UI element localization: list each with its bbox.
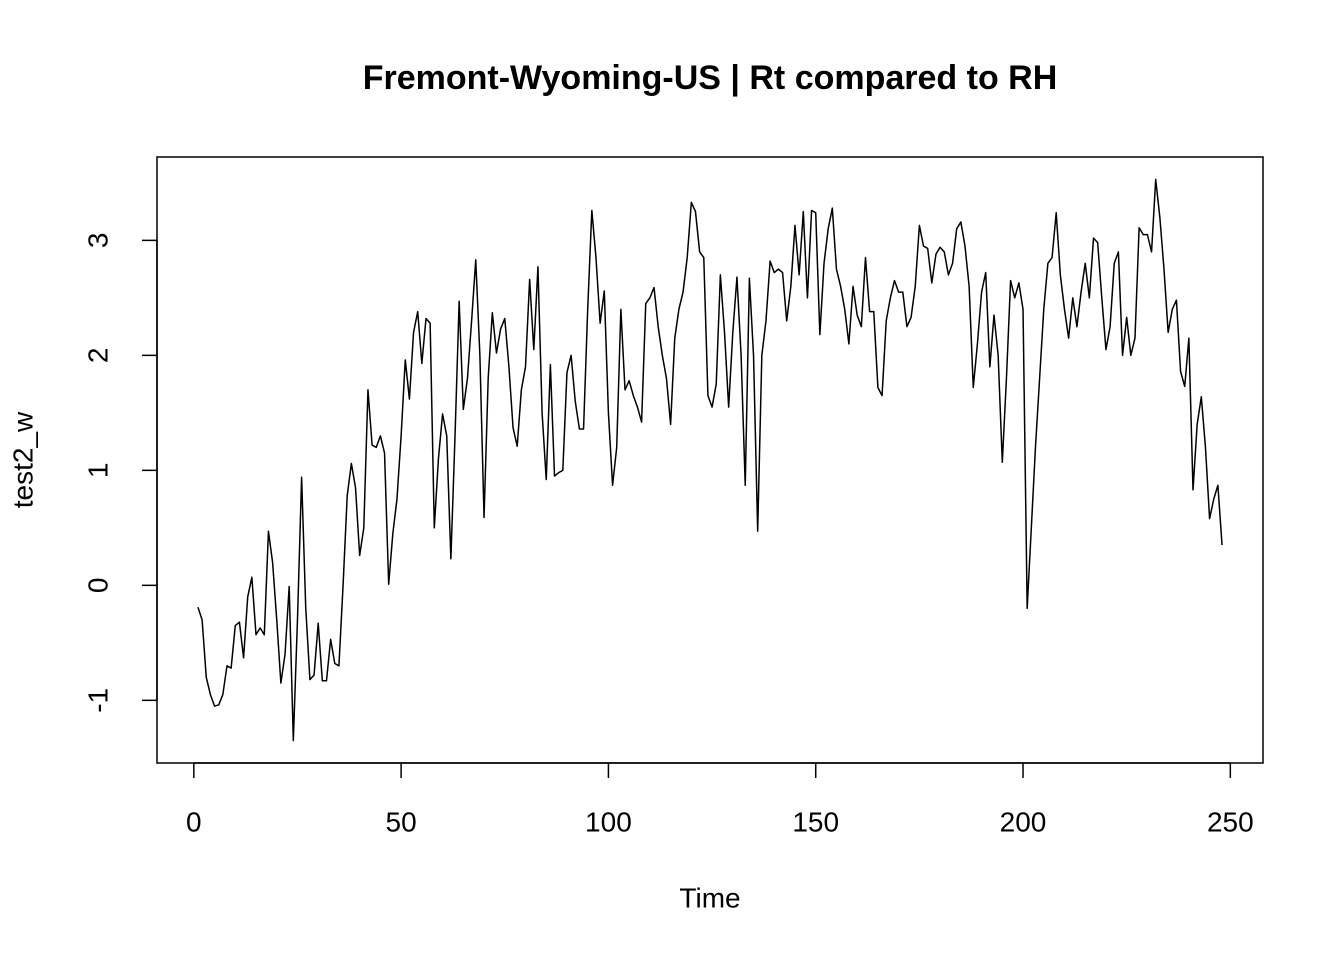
plot-frame — [156, 156, 1264, 764]
x-tick-label: 150 — [792, 806, 839, 837]
y-tick-label: 1 — [82, 463, 113, 479]
y-tick-label: 0 — [82, 578, 113, 594]
x-axis-label: Time — [679, 882, 740, 913]
y-tick-label: 3 — [82, 233, 113, 249]
x-tick-label: 50 — [386, 806, 417, 837]
x-tick-label: 200 — [1000, 806, 1047, 837]
series-line — [197, 178, 1223, 742]
x-tick-label: 250 — [1207, 806, 1254, 837]
y-tick-label: 2 — [82, 348, 113, 364]
x-tick-label: 0 — [186, 806, 202, 837]
x-tick-label: 100 — [585, 806, 632, 837]
y-tick-label: -1 — [82, 688, 113, 713]
chart-title: Fremont-Wyoming-US | Rt compared to RH — [363, 59, 1058, 97]
y-axis-label: test2_w — [7, 411, 38, 508]
